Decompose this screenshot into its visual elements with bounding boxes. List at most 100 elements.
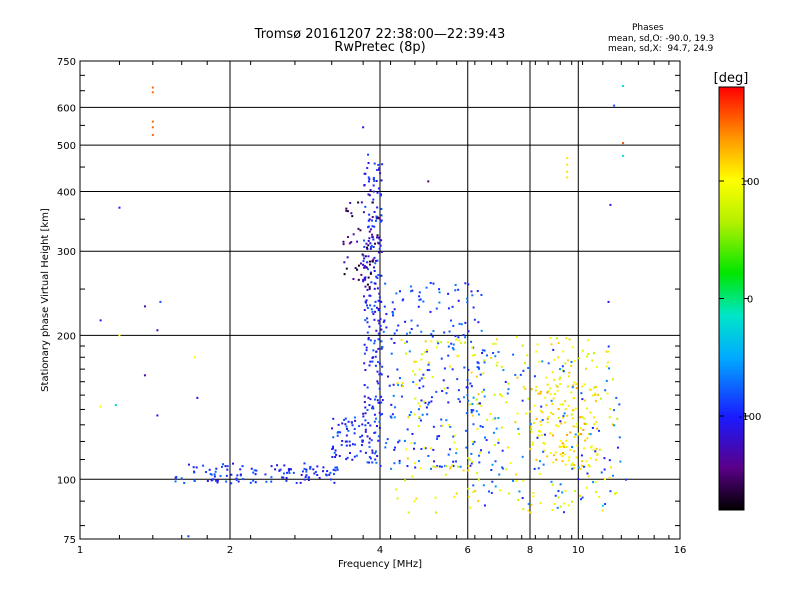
data-point (583, 447, 586, 450)
data-point (594, 491, 597, 494)
data-point (567, 404, 570, 407)
data-point (214, 470, 217, 473)
data-point (488, 490, 491, 493)
data-point (424, 401, 427, 404)
data-point (562, 511, 565, 514)
plot-frame (79, 60, 681, 540)
data-point (270, 465, 273, 468)
data-point (552, 434, 555, 437)
data-point (577, 466, 580, 469)
data-point (447, 292, 450, 295)
data-point (377, 163, 380, 166)
data-point (376, 287, 379, 290)
data-point (542, 450, 545, 453)
data-point (230, 473, 233, 476)
data-point (371, 216, 374, 219)
data-point (372, 258, 375, 261)
data-point (371, 405, 374, 408)
data-point (377, 382, 380, 385)
data-point (375, 329, 378, 332)
data-point (527, 509, 530, 512)
data-point (225, 474, 228, 477)
data-point (482, 372, 485, 375)
data-point (549, 393, 552, 396)
y-tick-label: 200 (57, 331, 76, 342)
data-point (603, 468, 606, 471)
data-point (430, 340, 433, 343)
data-point (475, 472, 478, 475)
data-point (369, 247, 372, 250)
data-point (533, 404, 536, 407)
data-point (362, 263, 365, 266)
data-point (535, 458, 538, 461)
data-point (363, 309, 366, 312)
data-point (539, 420, 542, 423)
data-point (368, 178, 371, 181)
data-point (505, 468, 508, 471)
data-point (232, 462, 235, 465)
data-point (463, 366, 466, 369)
data-point (391, 311, 394, 314)
data-point (329, 471, 332, 474)
data-point (254, 481, 257, 484)
data-point (372, 176, 375, 179)
data-point (428, 401, 431, 404)
data-point (359, 229, 362, 232)
data-point (482, 484, 485, 487)
data-point (378, 292, 381, 295)
data-point (265, 480, 268, 483)
data-point (557, 416, 560, 419)
data-point (376, 234, 379, 237)
data-point (342, 243, 345, 246)
data-point (573, 464, 576, 467)
data-point (395, 329, 398, 332)
data-point (562, 350, 565, 353)
data-point (361, 423, 364, 426)
data-point (369, 360, 372, 363)
data-point (556, 385, 559, 388)
data-point (417, 424, 420, 427)
data-point (252, 479, 255, 482)
data-point (436, 464, 439, 467)
data-point (378, 247, 381, 250)
data-point (373, 242, 376, 245)
data-point (607, 350, 610, 353)
data-point (253, 469, 256, 472)
data-point (497, 351, 500, 354)
data-point (574, 407, 577, 410)
data-point (380, 274, 383, 277)
data-point (230, 482, 233, 485)
data-point (576, 422, 579, 425)
data-point (342, 240, 345, 243)
data-point (380, 347, 383, 350)
data-point (564, 421, 567, 424)
data-point (362, 295, 365, 298)
data-point (156, 329, 159, 332)
data-point (410, 290, 413, 293)
y-tick-label: 400 (57, 187, 76, 198)
data-point (604, 503, 607, 506)
data-point (447, 345, 450, 348)
data-point (353, 432, 356, 435)
data-point (364, 319, 367, 322)
data-point (467, 330, 470, 333)
data-point (357, 201, 360, 204)
data-point (379, 193, 382, 196)
data-point (553, 454, 556, 457)
x-axis-label: Frequency [MHz] (338, 559, 422, 570)
data-point (500, 365, 503, 368)
data-point (480, 449, 483, 452)
data-point (486, 418, 489, 421)
data-point (501, 466, 504, 469)
data-point (374, 452, 377, 455)
data-point (367, 336, 370, 339)
data-point (374, 450, 377, 453)
data-point (539, 502, 542, 505)
data-points (99, 84, 628, 538)
data-point (418, 379, 421, 382)
data-point (501, 449, 504, 452)
data-point (522, 385, 525, 388)
data-point (334, 469, 337, 472)
data-point (598, 448, 601, 451)
data-point (447, 307, 450, 310)
